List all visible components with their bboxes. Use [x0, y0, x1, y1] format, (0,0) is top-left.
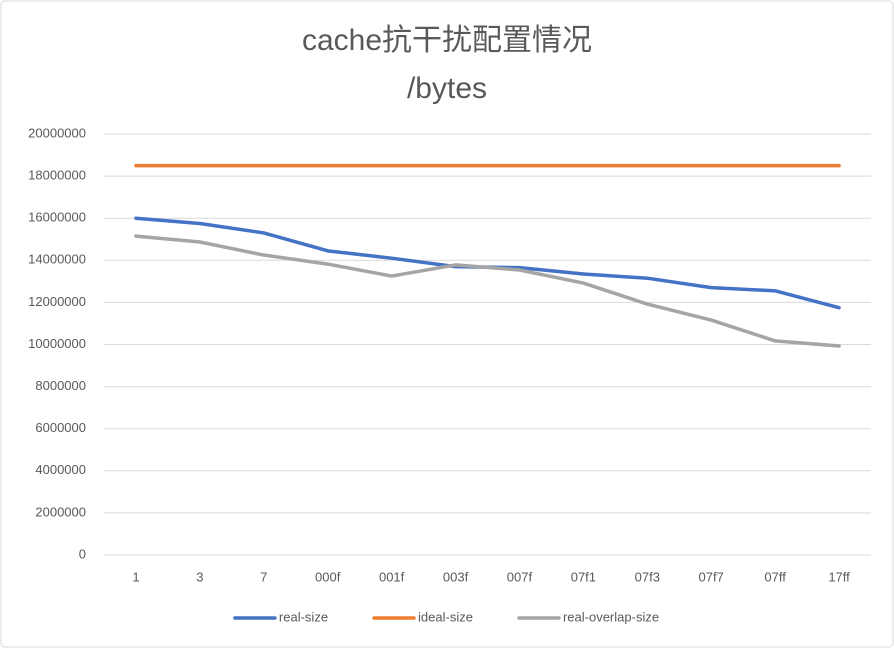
x-tick-label: 07f1: [571, 569, 596, 584]
y-tick-label: 20000000: [28, 125, 86, 140]
x-tick-label: 003f: [443, 569, 469, 584]
x-tick-label: 07f7: [699, 569, 724, 584]
x-tick-label: 3: [196, 569, 203, 584]
chart-title: /bytes: [407, 72, 487, 105]
x-tick-label: 07f3: [635, 569, 660, 584]
y-tick-label: 10000000: [28, 336, 86, 351]
x-tick-label: 000f: [315, 569, 341, 584]
legend-label: ideal-size: [418, 609, 473, 624]
series-line: [134, 234, 841, 348]
x-tick-label: 7: [260, 569, 267, 584]
y-tick-label: 0: [79, 546, 86, 561]
x-tick-label: 001f: [379, 569, 405, 584]
x-tick-label: 07ff: [764, 569, 786, 584]
y-tick-label: 12000000: [28, 294, 86, 309]
legend-label: real-size: [279, 609, 328, 624]
y-tick-label: 4000000: [35, 462, 86, 477]
y-tick-label: 14000000: [28, 252, 86, 267]
y-tick-label: 2000000: [35, 504, 86, 519]
legend-label: real-overlap-size: [563, 609, 659, 624]
x-tick-label: 17ff: [828, 569, 850, 584]
x-tick-label: 1: [132, 569, 139, 584]
x-tick-label: 007f: [507, 569, 533, 584]
y-tick-label: 6000000: [35, 420, 86, 435]
y-tick-label: 8000000: [35, 378, 86, 393]
y-tick-label: 18000000: [28, 168, 86, 183]
chart-title: cache抗干扰配置情况: [302, 24, 592, 57]
y-tick-label: 16000000: [28, 210, 86, 225]
